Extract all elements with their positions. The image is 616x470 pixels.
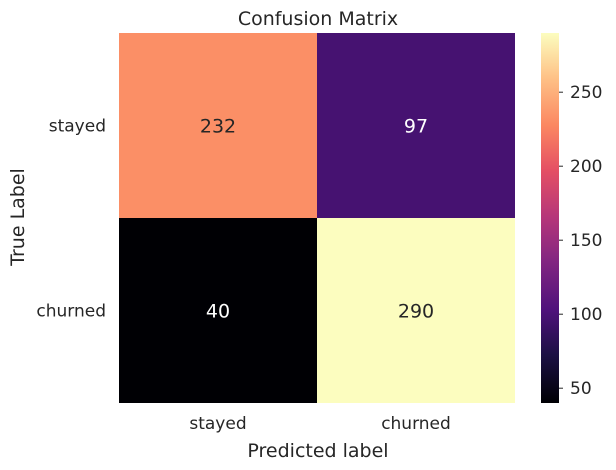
colorbar: [541, 33, 559, 403]
colorbar-tick-label: 50: [570, 379, 592, 399]
chart-title: Confusion Matrix: [238, 8, 398, 30]
y-axis-tick-labels: stayed churned: [36, 117, 106, 322]
heatmap-cell-stayed-churned: [317, 33, 515, 218]
x-tick-label: churned: [381, 414, 451, 434]
y-tick-label: stayed: [49, 117, 106, 137]
heatmap-cell-stayed-stayed: [119, 33, 317, 218]
colorbar-tick-label: 150: [570, 231, 602, 251]
y-axis-label: True Label: [7, 168, 29, 267]
heatmap-cell-labels: 232 97 40 290: [200, 116, 434, 323]
cell-value-churned-churned: 290: [398, 301, 434, 323]
heatmap-cells: [119, 33, 515, 403]
colorbar-tick-label: 250: [570, 83, 602, 103]
x-axis-label: Predicted label: [247, 440, 388, 462]
heatmap-cell-churned-churned: [317, 218, 515, 403]
y-tick-label: churned: [36, 302, 106, 322]
cell-value-stayed-churned: 97: [404, 116, 428, 138]
cell-value-stayed-stayed: 232: [200, 116, 236, 138]
colorbar-ticks: 50 100 150 200 250: [559, 83, 602, 399]
cell-value-churned-stayed: 40: [206, 301, 230, 323]
x-axis-tick-labels: stayed churned: [189, 414, 450, 434]
colorbar-tick-label: 100: [570, 305, 602, 325]
heatmap-cell-churned-stayed: [119, 218, 317, 403]
x-tick-label: stayed: [189, 414, 246, 434]
colorbar-tick-label: 200: [570, 157, 602, 177]
